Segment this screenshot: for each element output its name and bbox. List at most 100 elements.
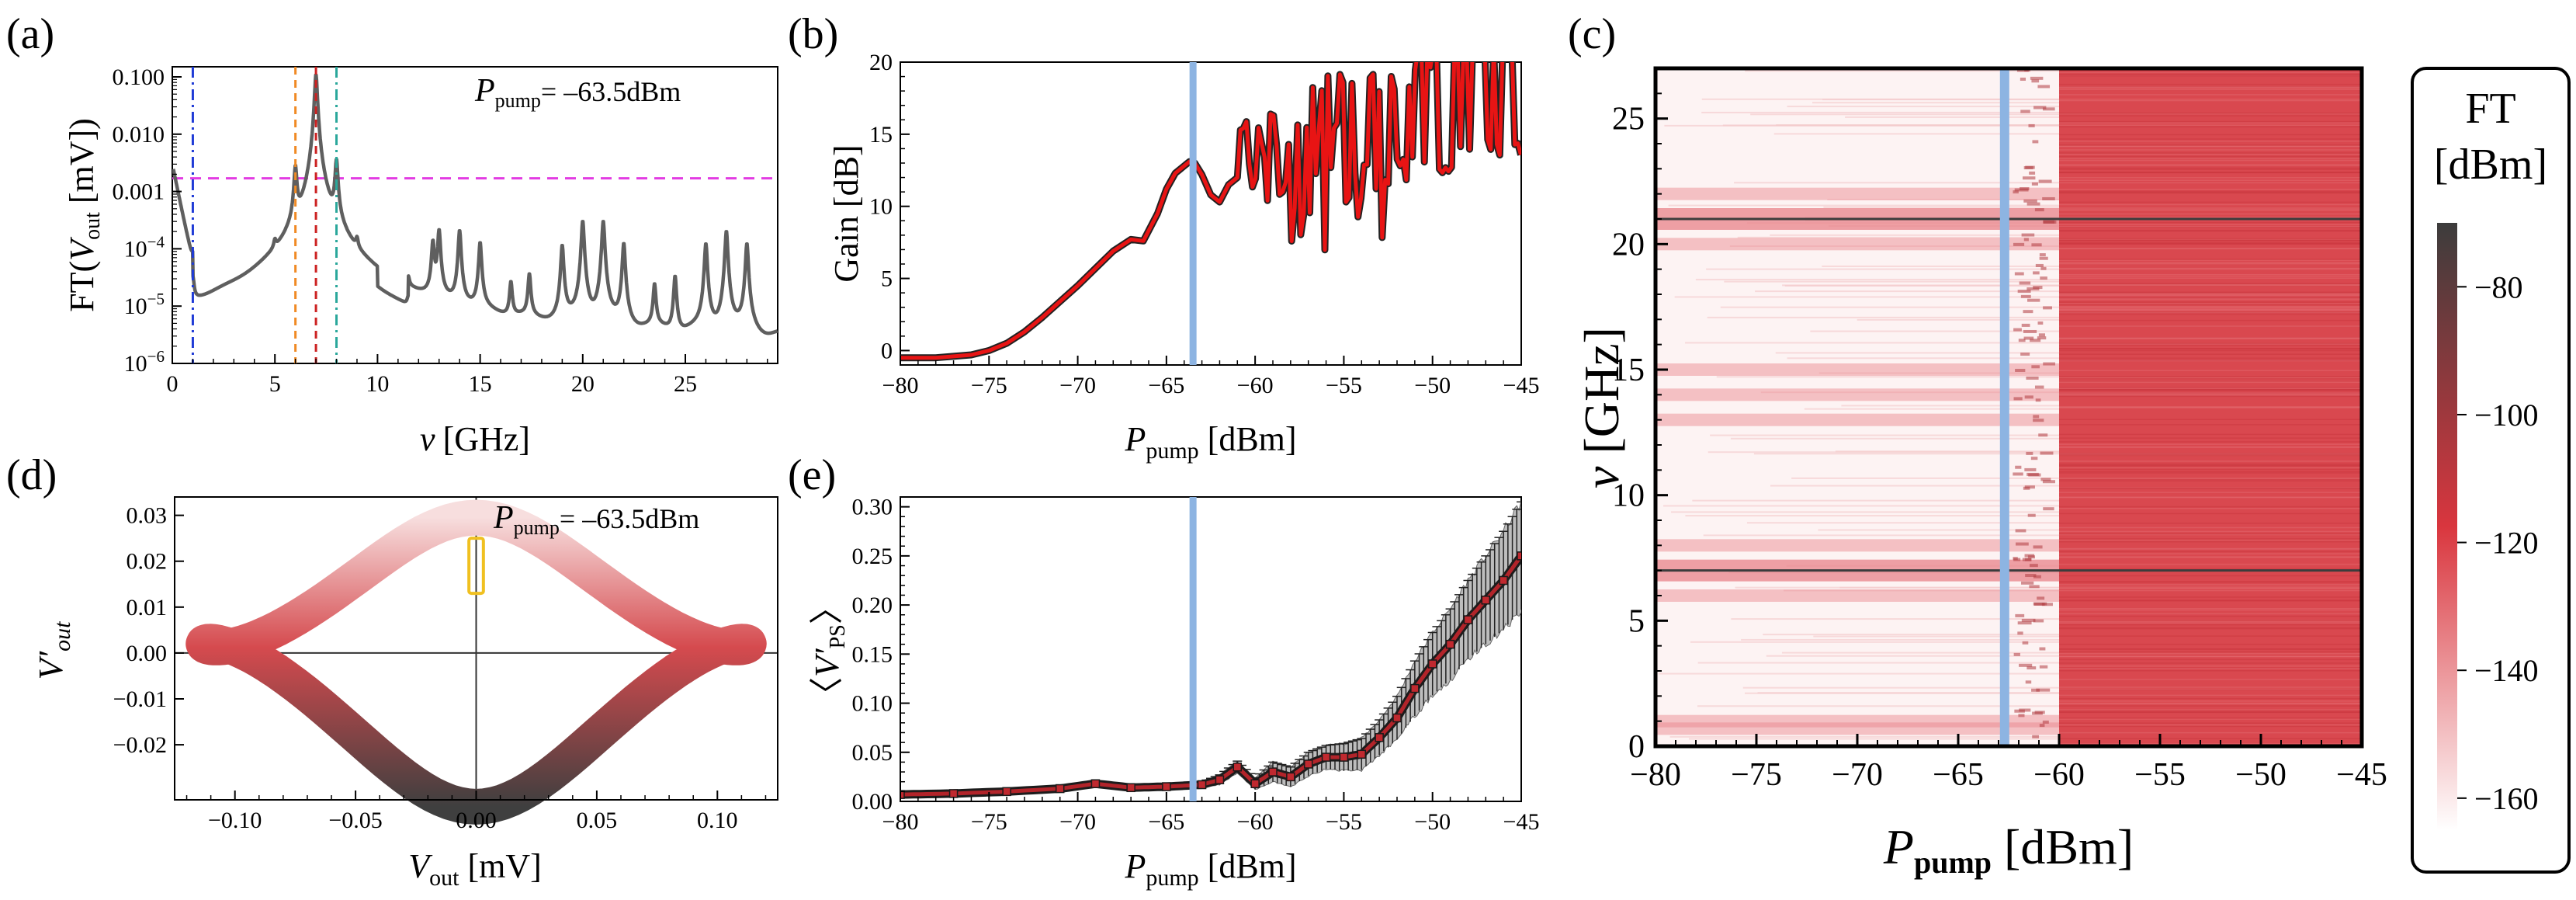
heatmap-transition bbox=[2030, 76, 2044, 80]
heatmap-noise bbox=[2059, 389, 2362, 391]
heatmap-noise bbox=[2059, 523, 2362, 524]
heatmap-noise bbox=[2059, 513, 2362, 515]
heatmap-noise bbox=[2059, 587, 2362, 589]
panel-a-xtick-label: 25 bbox=[674, 371, 697, 397]
heatmap-noise bbox=[2059, 216, 2362, 218]
panel-d: (d) −0.10 −0.05 0.00 0.05 0.10 0.03 0.02 0.01 0.… bbox=[6, 451, 778, 891]
heatmap-transition bbox=[2035, 263, 2044, 267]
data-point bbox=[1445, 639, 1455, 649]
heatmap-noise bbox=[2059, 294, 2362, 297]
heatmap-noise bbox=[2059, 665, 2362, 667]
heatmap-noise bbox=[2059, 395, 2362, 398]
colorbar-title-line2: [dBm] bbox=[2434, 141, 2547, 189]
heatmap-streak bbox=[1770, 234, 2059, 236]
heatmap-noise bbox=[2059, 134, 2362, 136]
heatmap-noise bbox=[2059, 229, 2362, 231]
heatmap-noise bbox=[2059, 311, 2362, 314]
heatmap-streak bbox=[1692, 499, 2059, 502]
heatmap-transition bbox=[2037, 596, 2045, 600]
heatmap-noise bbox=[2059, 360, 2362, 361]
heatmap-noise bbox=[2059, 394, 2362, 395]
colorbar-tick-label: −100 bbox=[2474, 398, 2539, 433]
heatmap-transition bbox=[2013, 328, 2022, 332]
heatmap-noise bbox=[2059, 725, 2362, 728]
panel-d-xtick-label: −0.05 bbox=[328, 808, 382, 833]
panel-c-xtick-label: −75 bbox=[1731, 757, 1782, 793]
heatmap-transition bbox=[2027, 298, 2040, 302]
heatmap-transition bbox=[2030, 339, 2041, 342]
panel-e-xtick-label: −55 bbox=[1326, 809, 1362, 835]
colorbar-title-line1: FT bbox=[2465, 85, 2515, 133]
data-point bbox=[1303, 759, 1313, 769]
heatmap-streak bbox=[1773, 133, 2059, 135]
panel-e-ytick-label: 0.05 bbox=[852, 740, 893, 766]
heatmap-noise bbox=[2059, 468, 2362, 470]
colorbar-tick-label: −120 bbox=[2474, 526, 2539, 561]
heatmap-streak bbox=[1663, 505, 2059, 507]
heatmap-noise bbox=[2059, 705, 2362, 707]
heatmap-streak bbox=[1827, 198, 2059, 200]
heatmap-streak bbox=[1750, 113, 2059, 116]
data-point bbox=[1357, 749, 1367, 759]
heatmap-streak bbox=[1845, 116, 2059, 118]
panel-d-xtick-label: 0.10 bbox=[697, 808, 738, 833]
heatmap-noise bbox=[2059, 407, 2362, 408]
panel-d-xtick-label: 0.05 bbox=[577, 808, 618, 833]
panel-a-annotation-main: P bbox=[474, 73, 495, 109]
panel-d-ytick-label: 0.00 bbox=[127, 641, 168, 666]
heatmap-noise bbox=[2059, 242, 2362, 245]
heatmap-noise bbox=[2059, 239, 2362, 242]
heatmap-streak bbox=[1701, 111, 2059, 113]
heatmap-streak bbox=[1697, 662, 2059, 664]
heatmap-noise bbox=[2059, 627, 2362, 629]
heatmap-noise bbox=[2059, 433, 2362, 436]
heatmap-noise bbox=[2059, 488, 2362, 489]
heatmap-noise bbox=[2059, 575, 2362, 577]
panel-e-xtick-label: −65 bbox=[1148, 809, 1184, 835]
heatmap-noise bbox=[2059, 686, 2362, 688]
heatmap-streak bbox=[1664, 124, 2059, 127]
heatmap-streak bbox=[1716, 376, 2059, 378]
heatmap-transition bbox=[2039, 665, 2048, 669]
heatmap-transition bbox=[2039, 724, 2045, 728]
panel-c-xtick-label: −45 bbox=[2336, 757, 2387, 793]
heatmap-transition bbox=[2031, 688, 2040, 692]
heatmap-noise bbox=[2059, 702, 2362, 704]
panel-b-xtick-label: −70 bbox=[1059, 373, 1096, 398]
panel-c-xlabel: Ppump [dBm] bbox=[1883, 819, 2134, 880]
heatmap-transition bbox=[2023, 176, 2036, 180]
heatmap-streak bbox=[1697, 705, 2059, 707]
panel-d-annotation-value: = –63.5dBm bbox=[560, 503, 699, 534]
data-point bbox=[1375, 733, 1384, 742]
heatmap-streak bbox=[1839, 586, 2059, 589]
data-point bbox=[1427, 659, 1437, 669]
heatmap-noise bbox=[2059, 568, 2362, 570]
heatmap-noise bbox=[2059, 658, 2362, 661]
heatmap-band bbox=[1656, 187, 2059, 200]
heatmap-noise bbox=[2059, 547, 2362, 550]
heatmap-transition bbox=[2029, 171, 2036, 175]
heatmap-noise bbox=[2059, 394, 2362, 396]
heatmap-noise bbox=[2059, 453, 2362, 455]
heatmap-noise bbox=[2059, 622, 2362, 624]
panel-c-ytick-label: 0 bbox=[1628, 729, 1645, 765]
panel-e-xtick-label: −75 bbox=[971, 809, 1007, 835]
heatmap-noise bbox=[2059, 203, 2362, 206]
heatmap-streak bbox=[1787, 357, 2059, 360]
heatmap-transition bbox=[2018, 714, 2025, 718]
panel-a-ytick-label: 0.001 bbox=[113, 179, 165, 205]
heatmap-transition bbox=[2033, 545, 2043, 549]
heatmap-noise bbox=[2059, 607, 2362, 610]
panel-e-xtick-label: −70 bbox=[1059, 809, 1096, 835]
mean-line-outline bbox=[900, 553, 1521, 799]
heatmap-noise bbox=[2059, 539, 2362, 541]
heatmap-noise bbox=[2059, 724, 2362, 726]
heatmap-streak bbox=[1737, 236, 2059, 238]
panel-e-xlabel: Ppump [dBm] bbox=[1124, 847, 1296, 891]
heatmap-streak bbox=[1703, 534, 2059, 537]
heatmap-transition bbox=[2033, 271, 2040, 275]
panel-e-ytick-label: 0.25 bbox=[852, 544, 893, 569]
heatmap-noise bbox=[2059, 553, 2362, 554]
heatmap-transition bbox=[2032, 735, 2040, 738]
